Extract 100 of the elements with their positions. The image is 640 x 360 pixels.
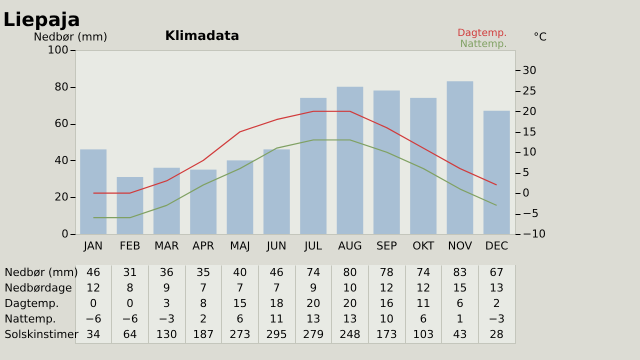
data-label: 15	[233, 297, 247, 310]
data-label: 279	[302, 328, 324, 342]
data-label: 46	[86, 266, 100, 279]
y-tick-label: 0	[62, 228, 68, 240]
x-tick-label: FEB	[120, 240, 140, 252]
data-label: 3	[163, 297, 170, 310]
text: Dagtemp.	[457, 28, 507, 39]
data-label: 20	[343, 297, 357, 310]
y2-tick-label: −5	[522, 207, 539, 220]
data-label: 11	[416, 297, 430, 310]
x-tick-label: JUL	[304, 240, 323, 252]
data-label: 78	[380, 266, 394, 279]
data-label: 173	[376, 328, 398, 342]
data-label: −6	[122, 312, 138, 326]
x-tick-label: MAR	[154, 240, 180, 252]
data-label: 7	[273, 281, 280, 294]
bar	[446, 81, 474, 234]
bar	[116, 176, 144, 234]
data-label: 130	[156, 328, 178, 342]
bar	[300, 98, 327, 234]
y2-tick-label: 0	[522, 186, 530, 200]
data-label: 2	[493, 297, 500, 310]
y-tick-label: 20	[54, 190, 68, 204]
data-label: 35	[196, 266, 210, 279]
y2-tick-label: 30	[522, 64, 536, 77]
data-label: 6	[236, 312, 244, 326]
data-label: 7	[236, 281, 244, 294]
data-label: 0	[90, 297, 97, 310]
data-label: −3	[158, 312, 175, 326]
bar	[190, 170, 217, 234]
data-label: 46	[270, 266, 284, 279]
chart-subtitle: Klimadata	[165, 29, 240, 44]
data-label: 12	[416, 281, 430, 294]
data-label: 295	[266, 328, 288, 342]
data-label: 10	[380, 312, 394, 326]
x-tick-label: MAJ	[230, 240, 250, 252]
x-tick-label: NOV	[448, 240, 473, 252]
y2-tick-label: 10	[522, 146, 536, 159]
y-axis-title: Nedbør (mm)	[34, 30, 108, 44]
y-tick-label: 40	[54, 154, 68, 167]
data-label: 83	[453, 266, 467, 279]
x-tick-label: JUN	[266, 240, 286, 252]
data-label: 80	[343, 266, 357, 279]
x-tick-label: DEC	[485, 240, 509, 252]
data-label: 1	[456, 312, 464, 326]
y-tick-label: 60	[54, 117, 68, 130]
bar	[336, 86, 364, 234]
data-label: 13	[306, 312, 320, 326]
line-series	[92, 110, 498, 194]
text: Nattemp.	[460, 39, 507, 50]
data-label: 64	[123, 328, 137, 342]
bar	[80, 149, 107, 234]
y-tick-label: 100	[48, 44, 68, 56]
data-label: 248	[340, 328, 360, 342]
data-label: 2	[200, 312, 207, 326]
data-label: 9	[310, 281, 317, 294]
data-label: 12	[86, 281, 100, 294]
data-label: 31	[123, 266, 137, 279]
y2-tick-label: −10	[522, 228, 546, 240]
y2-tick-label: 15	[522, 125, 536, 138]
bar	[483, 110, 510, 234]
chart-title: Liepaja	[3, 9, 80, 31]
y-tick-label: 80	[54, 80, 68, 94]
data-label: 16	[380, 297, 394, 310]
bar	[373, 90, 400, 234]
bar	[410, 98, 437, 234]
data-label: 74	[306, 266, 320, 279]
data-label: 13	[343, 312, 357, 326]
data-label: 15	[453, 281, 467, 294]
data-label: 10	[343, 281, 357, 294]
data-label: 28	[490, 328, 504, 342]
y2-tick-label: 20	[522, 104, 536, 118]
y2-axis-title: °C	[534, 30, 547, 44]
data-label: 67	[490, 266, 504, 279]
data-label: 20	[306, 297, 320, 310]
data-label: 43	[453, 328, 467, 342]
x-tick-label: SEP	[376, 240, 398, 252]
data-label: 74	[416, 266, 430, 279]
y2-tick-label: 5	[522, 166, 530, 180]
data-label: 273	[230, 328, 250, 342]
bar	[263, 149, 290, 234]
y-tick-label: Nattemp.	[4, 312, 56, 326]
data-label: 18	[270, 297, 284, 310]
y-tick-label: Solskinstimer	[4, 328, 79, 342]
y2-tick-label: 25	[522, 84, 536, 98]
data-label: 8	[200, 297, 207, 310]
data-label: 187	[192, 328, 214, 342]
data-label: −3	[488, 312, 505, 326]
bar	[226, 160, 254, 234]
data-label: 13	[490, 281, 504, 294]
data-label: 34	[86, 328, 100, 342]
data-label: 11	[270, 312, 284, 326]
x-tick-label: APR	[192, 240, 215, 252]
data-label: 36	[160, 266, 174, 279]
data-label: 40	[233, 266, 247, 279]
y-tick-label: Dagtemp.	[4, 297, 59, 310]
data-label: 9	[163, 281, 170, 294]
y-tick-label: Nedbørdage	[4, 281, 72, 294]
data-label: −6	[85, 312, 102, 326]
x-tick-label: JAN	[82, 240, 103, 252]
